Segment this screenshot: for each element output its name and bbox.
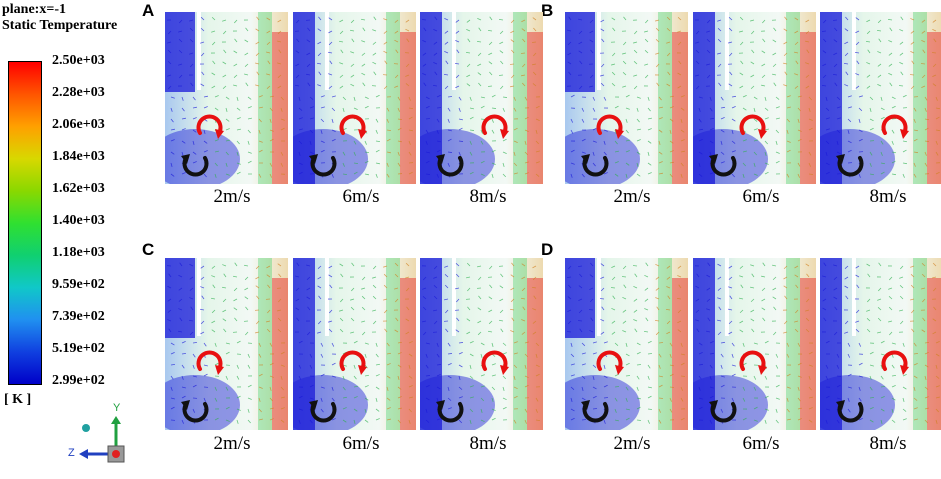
vector-field-frame (293, 12, 416, 184)
speed-label: 6m/s (742, 186, 780, 207)
vector-field-frame (820, 12, 941, 184)
legend-tick: 2.28e+03 (52, 85, 105, 100)
y-axis-label: Y (113, 402, 121, 414)
vector-field-frame (420, 12, 543, 184)
legend-plane: plane:x=-1 (2, 2, 66, 17)
legend-tick: 9.59e+02 (52, 277, 105, 292)
panel-label-b: B (541, 1, 554, 20)
legend-quantity: Static Temperature (2, 18, 118, 33)
speed-label: 6m/s (342, 186, 380, 207)
speed-label: 2m/s (213, 186, 251, 207)
legend-tick: 1.84e+03 (52, 149, 105, 164)
vector-field-frame (420, 258, 543, 430)
legend-tick: 1.18e+03 (52, 245, 105, 260)
speed-label: 8m/s (469, 433, 507, 454)
speed-label: 8m/s (869, 433, 907, 454)
speed-label: 2m/s (613, 186, 651, 207)
legend-tick: 5.19e+02 (52, 341, 105, 356)
speed-label: 6m/s (742, 433, 780, 454)
speed-label: 8m/s (869, 186, 907, 207)
legend-unit: [ K ] (4, 392, 32, 407)
legend-tick: 1.62e+03 (52, 181, 105, 196)
vector-field-frame (293, 258, 416, 430)
speed-label: 2m/s (213, 433, 251, 454)
vector-field-frame (565, 12, 688, 184)
vector-field-frame (165, 258, 288, 430)
panel-label-c: C (142, 240, 155, 259)
speed-label: 6m/s (342, 433, 380, 454)
axis-triad: Y Z (66, 402, 136, 472)
legend-tick: 1.40e+03 (52, 213, 105, 228)
speed-label: 8m/s (469, 186, 507, 207)
panel-label-d: D (541, 240, 554, 259)
vector-field-frame (820, 258, 941, 430)
vector-field-frame (165, 12, 288, 184)
legend-tick: 2.99e+02 (52, 373, 105, 388)
temperature-colorbar (8, 61, 42, 385)
vector-field-frame (565, 258, 688, 430)
speed-label: 2m/s (613, 433, 651, 454)
panel-label-a: A (142, 1, 155, 20)
vector-field-frame (693, 12, 816, 184)
z-axis-label: Z (68, 447, 75, 459)
legend-tick: 2.50e+03 (52, 53, 105, 68)
vector-field-frame (693, 258, 816, 430)
legend-tick: 7.39e+02 (52, 309, 105, 324)
legend-title: plane:x=-1 Static Temperature (2, 2, 152, 34)
legend-tick: 2.06e+03 (52, 117, 105, 132)
